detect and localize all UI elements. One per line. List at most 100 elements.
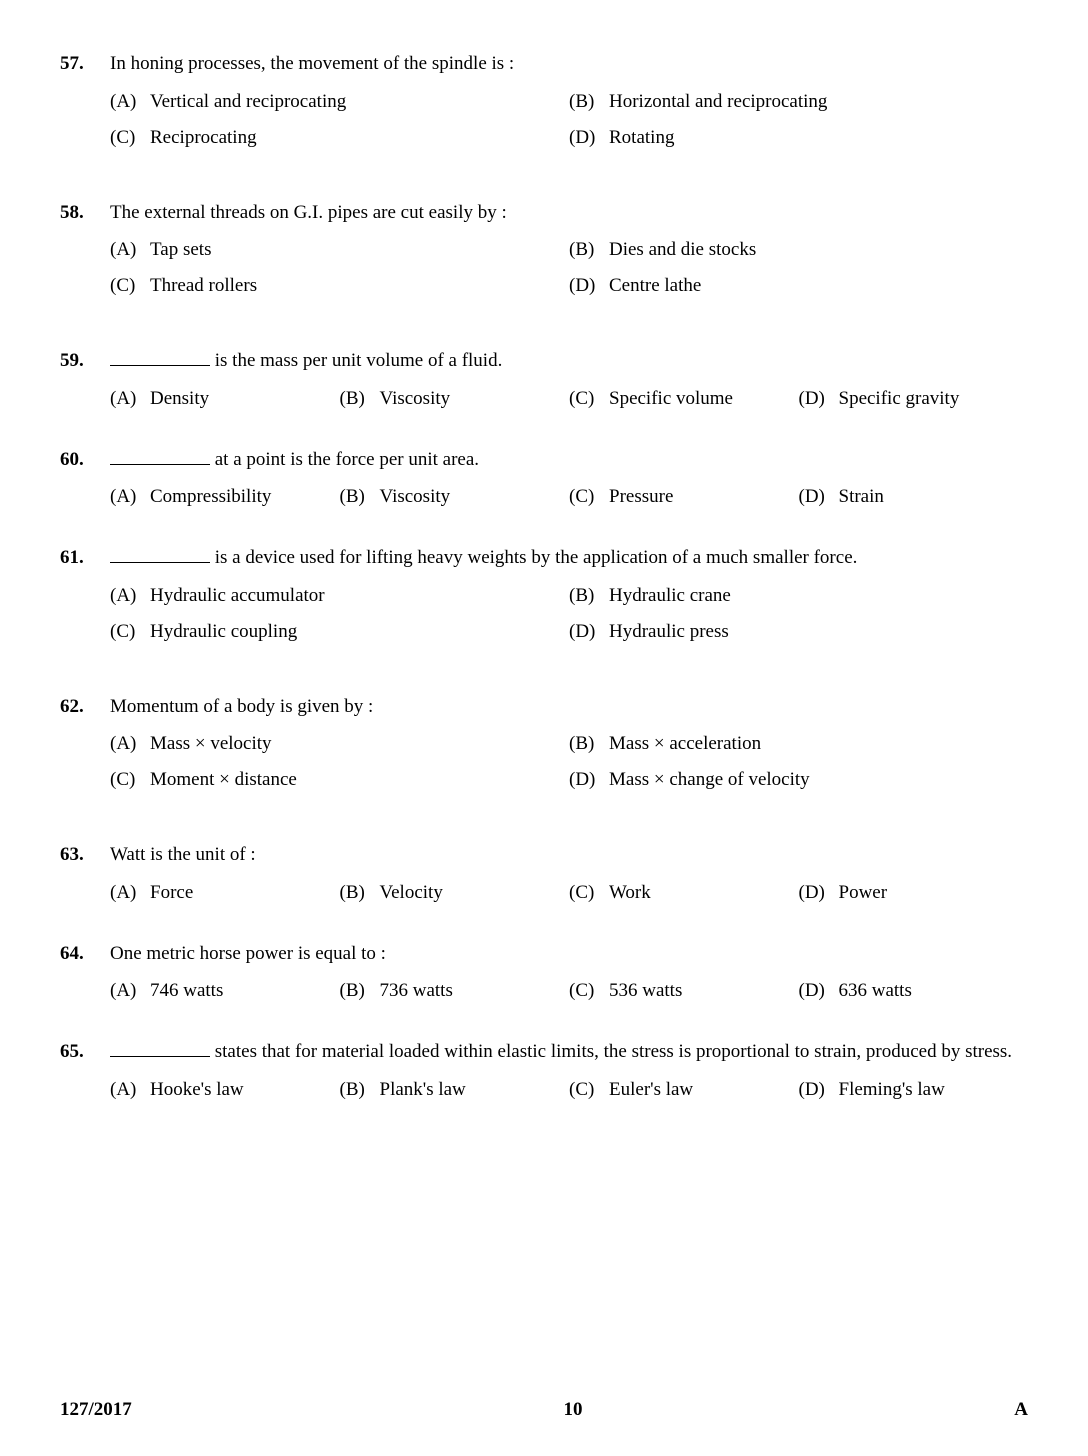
option-text: Fleming's law xyxy=(839,1079,1029,1101)
option[interactable]: (A)Vertical and reciprocating xyxy=(110,91,569,113)
option[interactable]: (A)Hooke's law xyxy=(110,1079,340,1101)
question-text: In honing processes, the movement of the… xyxy=(110,50,514,79)
option-label: (C) xyxy=(569,486,609,508)
question: 58.The external threads on G.I. pipes ar… xyxy=(60,199,1028,312)
question: 65. states that for material loaded with… xyxy=(60,1038,1028,1101)
question: 62.Momentum of a body is given by : (A)Ma… xyxy=(60,693,1028,806)
option-label: (B) xyxy=(340,388,380,410)
blank-line xyxy=(110,1056,210,1057)
option[interactable]: (A)Density xyxy=(110,388,340,410)
option-text: Pressure xyxy=(609,486,799,508)
option[interactable]: (C)Specific volume xyxy=(569,388,799,410)
option[interactable]: (C)Hydraulic coupling xyxy=(110,621,569,643)
option-text: Specific volume xyxy=(609,388,799,410)
question-text: One metric horse power is equal to : xyxy=(110,940,386,969)
option-label: (D) xyxy=(799,388,839,410)
option[interactable]: (D)Specific gravity xyxy=(799,388,1029,410)
option[interactable]: (D)Fleming's law xyxy=(799,1079,1029,1101)
option[interactable]: (D)Strain xyxy=(799,486,1029,508)
option[interactable]: (D)Hydraulic press xyxy=(569,621,1028,643)
option[interactable]: (C)536 watts xyxy=(569,980,799,1002)
question: 60. at a point is the force per unit are… xyxy=(60,446,1028,509)
option[interactable]: (C)Moment × distance xyxy=(110,769,569,791)
option[interactable]: (B)Velocity xyxy=(340,882,570,904)
footer-center: 10 xyxy=(564,1399,583,1421)
option-text: Power xyxy=(839,882,1029,904)
option[interactable]: (A)Compressibility xyxy=(110,486,340,508)
option[interactable]: (D)Mass × change of velocity xyxy=(569,769,1028,791)
question-row: 65. states that for material loaded with… xyxy=(60,1038,1028,1067)
option[interactable]: (C)Euler's law xyxy=(569,1079,799,1101)
question-row: 60. at a point is the force per unit are… xyxy=(60,446,1028,475)
option-text: Compressibility xyxy=(150,486,340,508)
option-text: Hydraulic accumulator xyxy=(150,585,569,607)
option-text: 736 watts xyxy=(380,980,570,1002)
option-text: 536 watts xyxy=(609,980,799,1002)
option-label: (B) xyxy=(340,1079,380,1101)
option[interactable]: (B)Dies and die stocks xyxy=(569,239,1028,261)
option-text: Thread rollers xyxy=(150,275,569,297)
option[interactable]: (D)Rotating xyxy=(569,127,1028,149)
option-label: (A) xyxy=(110,980,150,1002)
option-label: (C) xyxy=(110,769,150,791)
option[interactable]: (B)Mass × acceleration xyxy=(569,733,1028,755)
question-number: 62. xyxy=(60,696,110,718)
option-label: (A) xyxy=(110,388,150,410)
option-text: Reciprocating xyxy=(150,127,569,149)
option[interactable]: (A)Force xyxy=(110,882,340,904)
question-text: Momentum of a body is given by : xyxy=(110,693,373,722)
blank-line xyxy=(110,464,210,465)
option-text: 636 watts xyxy=(839,980,1029,1002)
options-group: (A)Hooke's law(B)Plank's law(C)Euler's l… xyxy=(60,1079,1028,1101)
question-number: 64. xyxy=(60,943,110,965)
option[interactable]: (A)746 watts xyxy=(110,980,340,1002)
option-text: Moment × distance xyxy=(150,769,569,791)
question-text-suffix: is a device used for lifting heavy weigh… xyxy=(210,547,857,568)
option[interactable]: (A)Hydraulic accumulator xyxy=(110,585,569,607)
option[interactable]: (B)Horizontal and reciprocating xyxy=(569,91,1028,113)
options-group: (A)Compressibility(B)Viscosity(C)Pressur… xyxy=(60,486,1028,508)
question-number: 65. xyxy=(60,1041,110,1063)
option-text: Mass × change of velocity xyxy=(609,769,1028,791)
option-label: (A) xyxy=(110,882,150,904)
question-text: Watt is the unit of : xyxy=(110,841,256,870)
option-text: Strain xyxy=(839,486,1029,508)
option-text: Specific gravity xyxy=(839,388,1029,410)
question-text-suffix: is the mass per unit volume of a fluid. xyxy=(210,350,502,371)
option-text: Viscosity xyxy=(380,486,570,508)
option[interactable]: (B)Viscosity xyxy=(340,486,570,508)
option[interactable]: (B)Plank's law xyxy=(340,1079,570,1101)
question: 57.In honing processes, the movement of … xyxy=(60,50,1028,163)
option-text: Hydraulic crane xyxy=(609,585,1028,607)
options-group: (A)746 watts(B)736 watts(C)536 watts(D)6… xyxy=(60,980,1028,1002)
option[interactable]: (B)736 watts xyxy=(340,980,570,1002)
question-number: 57. xyxy=(60,53,110,75)
option[interactable]: (D)Power xyxy=(799,882,1029,904)
option[interactable]: (C)Pressure xyxy=(569,486,799,508)
option-text: Rotating xyxy=(609,127,1028,149)
option[interactable]: (B)Viscosity xyxy=(340,388,570,410)
option[interactable]: (D)Centre lathe xyxy=(569,275,1028,297)
question: 61. is a device used for lifting heavy w… xyxy=(60,544,1028,657)
question-row: 64.One metric horse power is equal to : xyxy=(60,940,1028,969)
option[interactable]: (A)Tap sets xyxy=(110,239,569,261)
question-row: 57.In honing processes, the movement of … xyxy=(60,50,1028,79)
option[interactable]: (C)Work xyxy=(569,882,799,904)
question-row: 58.The external threads on G.I. pipes ar… xyxy=(60,199,1028,228)
option-label: (A) xyxy=(110,486,150,508)
option-label: (A) xyxy=(110,91,150,113)
option-text: Velocity xyxy=(380,882,570,904)
option-label: (B) xyxy=(569,585,609,607)
question-number: 58. xyxy=(60,202,110,224)
option-label: (B) xyxy=(340,980,380,1002)
option[interactable]: (A)Mass × velocity xyxy=(110,733,569,755)
option[interactable]: (B)Hydraulic crane xyxy=(569,585,1028,607)
question-row: 63.Watt is the unit of : xyxy=(60,841,1028,870)
option[interactable]: (C)Thread rollers xyxy=(110,275,569,297)
option[interactable]: (C)Reciprocating xyxy=(110,127,569,149)
question-text-suffix: at a point is the force per unit area. xyxy=(210,449,479,470)
footer-left: 127/2017 xyxy=(60,1399,132,1421)
option-label: (C) xyxy=(110,621,150,643)
question: 59. is the mass per unit volume of a flu… xyxy=(60,347,1028,410)
option[interactable]: (D)636 watts xyxy=(799,980,1029,1002)
